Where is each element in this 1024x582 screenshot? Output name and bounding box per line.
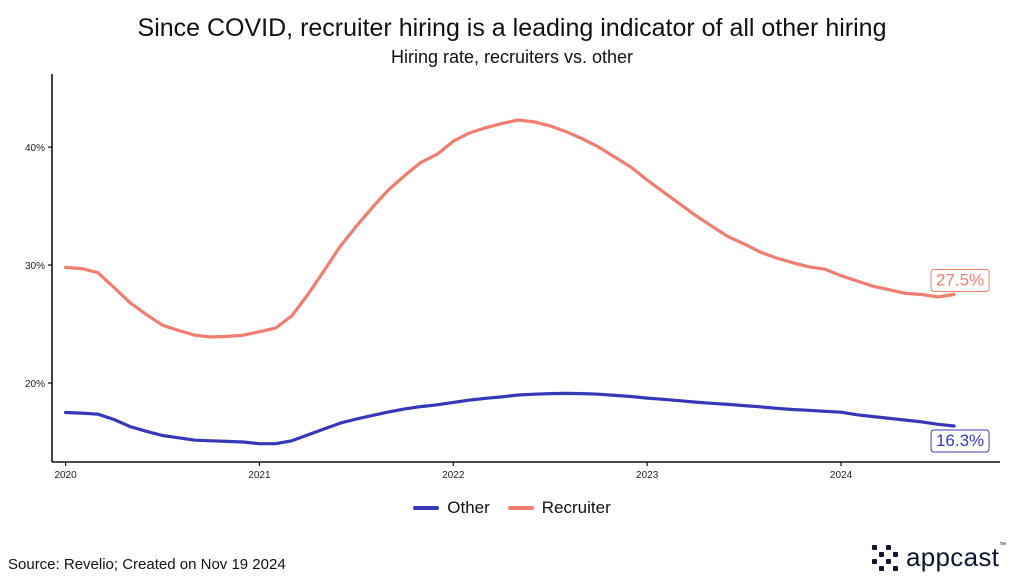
legend-swatch-recruiter xyxy=(507,506,534,510)
appcast-logo-text: appcast™ xyxy=(906,542,1007,572)
series-line-other xyxy=(63,391,956,446)
end-label-box-recruiter xyxy=(930,269,990,293)
series-line-recruiter xyxy=(63,118,956,339)
chart-subtitle: Hiring rate, recruiters vs. other xyxy=(390,47,634,67)
x-tick-label: 2021 xyxy=(248,470,271,481)
end-label-recruiter: 27.5% xyxy=(936,271,984,290)
y-tick-label: 30% xyxy=(25,261,45,272)
source-note: Source: Revelio; Created on Nov 19 2024 xyxy=(8,556,286,573)
legend-label-recruiter: Recruiter xyxy=(541,498,611,517)
legend-item-recruiter: Recruiter xyxy=(507,498,611,518)
x-tick-label: 2020 xyxy=(54,470,77,481)
appcast-logo: appcast™ xyxy=(872,542,1006,573)
end-label-other: 16.3% xyxy=(936,431,984,450)
x-tick-label: 2023 xyxy=(636,470,659,481)
chart-title: Since COVID, recruiter hiring is a leadi… xyxy=(137,14,887,42)
legend-swatch-other xyxy=(413,506,440,510)
x-tick-label: 2024 xyxy=(830,470,853,481)
x-tick-label: 2022 xyxy=(442,470,465,481)
end-label-box-other xyxy=(930,429,990,453)
legend-label-other: Other xyxy=(447,498,490,517)
chart-legend: Other Recruiter xyxy=(0,498,1024,518)
y-tick-label: 40% xyxy=(25,143,45,154)
y-tick-label: 20% xyxy=(25,379,45,390)
legend-item-other: Other xyxy=(413,498,490,518)
appcast-logo-icon xyxy=(872,544,898,571)
